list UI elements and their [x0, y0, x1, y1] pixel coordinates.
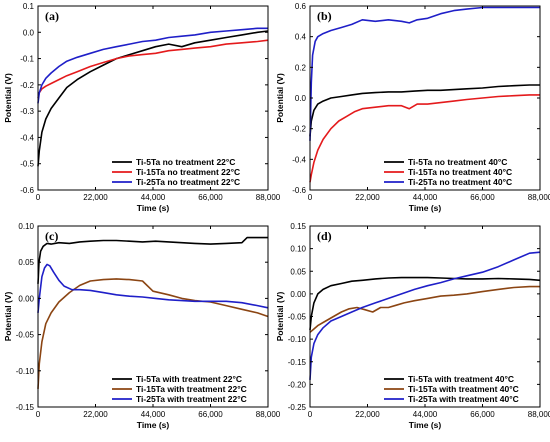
panel-b-legend: Ti-5Ta no treatment 40°CTi-15Ta no treat… — [384, 157, 512, 187]
panel-d-y-tick-label: -0.15 — [288, 358, 307, 367]
panel-c-y-tick-label: 0.00 — [18, 294, 34, 303]
panel-d-y-tick-label: -0.05 — [288, 313, 307, 322]
panel-a-legend-label-3: Ti-25Ta no treatment 22°C — [136, 177, 240, 187]
panel-d-legend-label-1: Ti-5Ta with treatment 40°C — [408, 374, 514, 384]
panel-b-y-tick-label: -0.6 — [292, 186, 306, 195]
panel-d-x-axis-label: Time (s) — [409, 420, 442, 430]
panel-c-legend: Ti-5Ta with treatment 22°CTi-15Ta with t… — [112, 374, 247, 404]
panel-a-x-axis-label: Time (s) — [137, 203, 170, 213]
panel-d-legend-label-2: Ti-15Ta with treatment 40°C — [408, 384, 519, 394]
panel-d-x-tick-label: 66,000 — [470, 410, 495, 419]
panel-d-y-tick-label: -0.10 — [288, 335, 307, 344]
panel-b-series-line-1 — [309, 84, 540, 137]
panel-d-y-tick-label: 0.05 — [290, 267, 306, 276]
panel-c: 0 22,000 44,000 66,000 88,000 -0.15 -0.10 -0.05… — [3, 222, 281, 430]
panel-c-y-tick-label: -0.05 — [16, 331, 35, 340]
panel-a-y-tick-label: -0.5 — [20, 160, 34, 169]
panel-a: 0 22,000 44,000 66,000 88,000 -0.6 -0.5 -0.4 -0.… — [3, 2, 281, 213]
panel-d-y-tick-label: 0.15 — [290, 222, 306, 231]
panel-c-series-line-2 — [37, 278, 269, 389]
panel-a-y-tick-label: -0.6 — [20, 186, 34, 195]
panel-b-y-tick-label: 0.4 — [295, 33, 307, 42]
panel-d-y-tick-label: -0.20 — [288, 380, 307, 389]
panel-b-y-axis-label: Potential (V) — [275, 73, 285, 123]
panel-d-series-line-2 — [309, 285, 540, 333]
panel-a-legend-label-2: Ti-15Ta no treatment 22°C — [136, 167, 240, 177]
panel-a-label: (a) — [45, 9, 59, 23]
panel-b-y-tick-label: 0.0 — [295, 94, 307, 103]
panel-d-legend-label-3: Ti-25Ta with treatment 40°C — [408, 394, 519, 404]
panel-d: 0 22,000 44,000 66,000 88,000 -0.25 -0.20 -0.15… — [275, 222, 550, 430]
panel-b-y-tick-label: 0.6 — [295, 2, 307, 11]
panel-a-y-axis-label: Potential (V) — [3, 73, 13, 123]
panel-a-legend-label-1: Ti-5Ta no treatment 22°C — [136, 157, 235, 167]
panel-a-x-tick-label: 0 — [36, 193, 41, 202]
panel-d-y-tick-label: 0.00 — [290, 290, 306, 299]
panel-b-legend-label-1: Ti-5Ta no treatment 40°C — [408, 157, 507, 167]
panel-c-series-line-1 — [37, 236, 268, 284]
panel-a-y-tick-label: -0.1 — [20, 55, 34, 64]
panel-a-legend: Ti-5Ta no treatment 22°CTi-15Ta no treat… — [112, 157, 240, 187]
panel-a-x-tick-label: 66,000 — [198, 193, 223, 202]
panel-d-y-tick-label: -0.25 — [288, 403, 307, 412]
panel-c-label: (c) — [45, 229, 58, 243]
panel-b-x-tick-label: 44,000 — [413, 193, 438, 202]
panel-c-x-tick-label: 44,000 — [141, 410, 166, 419]
panel-c-x-tick-label: 88,000 — [256, 410, 281, 419]
panel-c-legend-label-2: Ti-15Ta with treatment 22°C — [136, 384, 247, 394]
panel-b-label: (b) — [317, 9, 332, 23]
panel-c-y-axis-label: Potential (V) — [3, 292, 13, 342]
panel-a-y-tick-label: -0.4 — [20, 133, 34, 142]
panel-c-x-axis-label: Time (s) — [137, 420, 170, 430]
panel-c-y-tick-label: -0.10 — [16, 367, 35, 376]
panel-c-x-tick-label: 66,000 — [198, 410, 223, 419]
panel-b-y-tick-label: -0.4 — [292, 155, 306, 164]
panel-d-x-tick-label: 0 — [308, 410, 313, 419]
panel-d-x-tick-label: 88,000 — [528, 410, 550, 419]
panel-b-x-tick-label: 66,000 — [470, 193, 495, 202]
panel-a-y-tick-label: 0.1 — [23, 2, 35, 11]
panel-d-x-tick-label: 44,000 — [413, 410, 438, 419]
panel-b: 0 22,000 44,000 66,000 88,000 -0.6 -0.4 -0.2 0.0… — [275, 2, 550, 213]
panel-a-x-tick-label: 44,000 — [141, 193, 166, 202]
panel-a-y-tick-label: -0.2 — [20, 81, 34, 90]
panel-a-y-tick-label: 0.0 — [23, 28, 35, 37]
panel-a-y-tick-label: -0.3 — [20, 107, 34, 116]
panel-b-x-tick-label: 22,000 — [355, 193, 380, 202]
panel-b-series-line-3 — [309, 6, 540, 141]
panel-b-y-tick-label: -0.2 — [292, 125, 306, 134]
panel-d-y-tick-label: 0.10 — [290, 245, 306, 254]
panel-a-series-line-1 — [37, 30, 269, 167]
panel-b-legend-label-3: Ti-25Ta no treatment 40°C — [408, 177, 512, 187]
panel-b-x-tick-label: 0 — [308, 193, 313, 202]
panel-d-legend: Ti-5Ta with treatment 40°CTi-15Ta with t… — [384, 374, 519, 404]
panel-c-y-tick-label: -0.15 — [16, 403, 35, 412]
panel-d-label: (d) — [317, 229, 332, 243]
panel-b-x-tick-label: 88,000 — [528, 193, 550, 202]
panel-a-series-line-3 — [37, 27, 268, 104]
panel-c-x-tick-label: 0 — [36, 410, 41, 419]
panel-a-x-tick-label: 22,000 — [83, 193, 108, 202]
panel-b-series-line-2 — [309, 94, 540, 183]
panel-c-x-tick-label: 22,000 — [83, 410, 108, 419]
panel-d-y-axis-label: Potential (V) — [275, 292, 285, 342]
panel-c-y-tick-label: 0.10 — [18, 222, 34, 231]
panel-a-x-tick-label: 88,000 — [256, 193, 281, 202]
panel-d-series-line-1 — [309, 276, 541, 331]
panel-c-series-line-3 — [37, 263, 269, 313]
panel-d-x-tick-label: 22,000 — [355, 410, 380, 419]
panel-b-legend-label-2: Ti-15Ta no treatment 40°C — [408, 167, 512, 177]
panel-b-y-tick-label: 0.2 — [295, 63, 307, 72]
panel-c-legend-label-3: Ti-25Ta with treatment 22°C — [136, 394, 247, 404]
panel-c-legend-label-1: Ti-5Ta with treatment 22°C — [136, 374, 242, 384]
panel-a-series-line-2 — [37, 39, 269, 99]
panel-c-y-tick-label: 0.05 — [18, 258, 34, 267]
panel-b-x-axis-label: Time (s) — [409, 203, 442, 213]
panel-d-series-line-3 — [309, 251, 541, 380]
